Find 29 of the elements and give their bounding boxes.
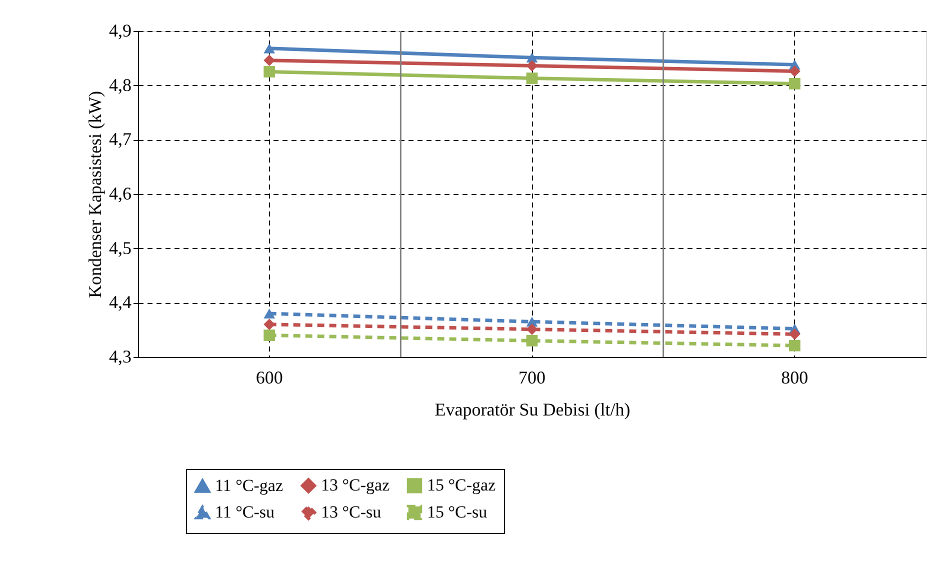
y-tick-label: 4,4 [109, 292, 132, 312]
y-tick-label: 4,9 [109, 20, 132, 40]
x-tick-label: 800 [781, 368, 808, 388]
y-tick-label: 4,7 [109, 129, 132, 150]
y-tick-label: 4,3 [109, 346, 132, 366]
point [788, 328, 800, 340]
legend-label: 11 °C-su [215, 502, 276, 522]
y-tick-label: 4,5 [109, 238, 132, 258]
point [264, 66, 276, 78]
legend-label: 13 °C-su [321, 502, 382, 522]
point [264, 43, 276, 54]
point [788, 340, 800, 352]
y-tick-label: 4,6 [109, 184, 132, 204]
point [264, 330, 276, 341]
point [526, 60, 538, 72]
x-tick-label: 700 [518, 368, 546, 388]
legend-label: 13 °C-gaz [321, 476, 390, 495]
point [526, 335, 538, 346]
point [788, 78, 800, 90]
x-axis-title: Evaporatör Su Debisi (lt/h) [434, 400, 630, 420]
legend-label: 11 °C-gaz [215, 476, 284, 496]
y-axis-title: Kondenser Kapasistesi (kW) [85, 91, 105, 298]
point [526, 72, 538, 84]
y-tick-label: 4,8 [109, 74, 132, 95]
legend-label: 15 °C-gaz [427, 476, 496, 495]
point [788, 66, 800, 77]
point [264, 308, 276, 318]
legend-label: 15 °C-su [427, 502, 488, 522]
x-tick-label: 600 [256, 368, 283, 388]
